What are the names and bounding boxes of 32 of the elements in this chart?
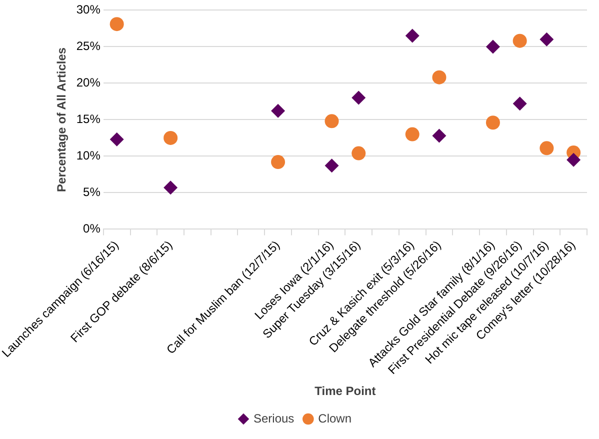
point [540,32,554,46]
point [164,180,178,195]
legend-label: Clown [318,411,352,426]
point [486,116,500,130]
point [271,155,286,170]
y-axis-title: Percentage of All Articles [54,47,68,192]
point [324,158,339,173]
point [512,34,527,48]
legend-label: Serious [253,411,294,426]
point [324,114,339,128]
point [405,127,420,142]
point [271,104,286,118]
point [405,28,420,43]
y-tick-label: 30% [76,2,101,17]
y-tick-label: 10% [76,148,101,163]
y-tick-label: 5% [83,185,101,200]
y-tick-label: 25% [76,39,101,54]
y-tick-label: 20% [76,76,101,90]
point [540,141,554,156]
point [432,70,446,84]
point [486,40,500,54]
point [164,130,178,145]
point [512,96,527,111]
point [352,146,366,160]
point [110,17,124,32]
point [432,128,446,143]
point [566,152,581,167]
point [110,132,124,146]
y-tick-label: 15% [76,112,101,126]
x-axis-title: Time Point [314,384,376,398]
point [352,90,366,105]
y-tick-label: 0% [83,222,101,236]
